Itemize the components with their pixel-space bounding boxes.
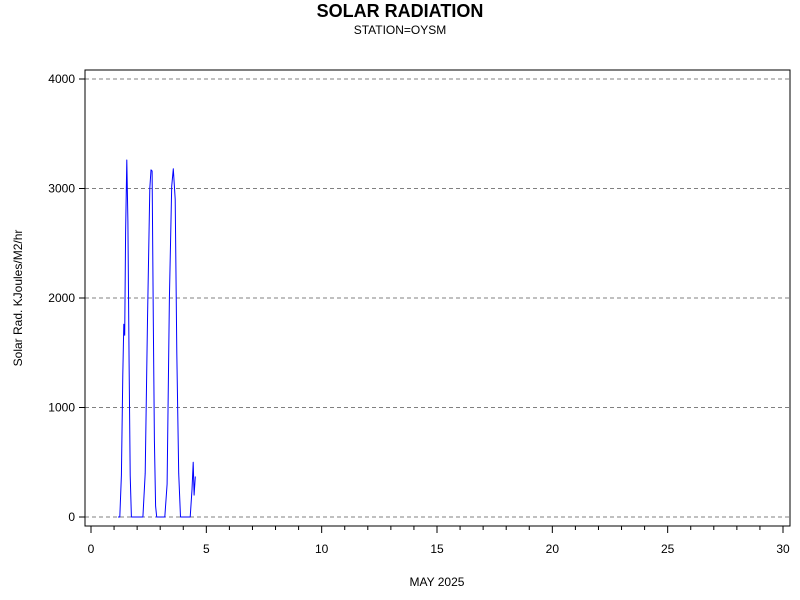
series-line [118,159,196,518]
gridlines [85,78,790,518]
y-tick-label: 4000 [48,72,75,86]
x-tick-label: 30 [776,542,790,556]
y-tick-label: 0 [68,510,75,524]
axis-ticks: 0 1000 2000 3000 4000 0 5 10 15 20 25 30 [48,72,790,556]
y-tick-label: 2000 [48,291,75,305]
x-tick-label: 25 [661,542,675,556]
x-axis-label: MAY 2025 [410,575,465,589]
y-tick-label: 3000 [48,182,75,196]
x-tick-label: 5 [203,542,210,556]
x-tick-label: 15 [430,542,444,556]
x-tick-label: 0 [88,542,95,556]
chart-title: SOLAR RADIATION [316,1,484,21]
chart-subtitle: STATION=OYSM [353,23,447,37]
y-tick-label: 1000 [48,401,75,415]
series-layer [118,159,196,518]
x-tick-label: 10 [315,542,329,556]
x-tick-label: 20 [546,542,560,556]
y-axis-label: Solar Rad. KJoules/M2/hr [11,230,25,367]
